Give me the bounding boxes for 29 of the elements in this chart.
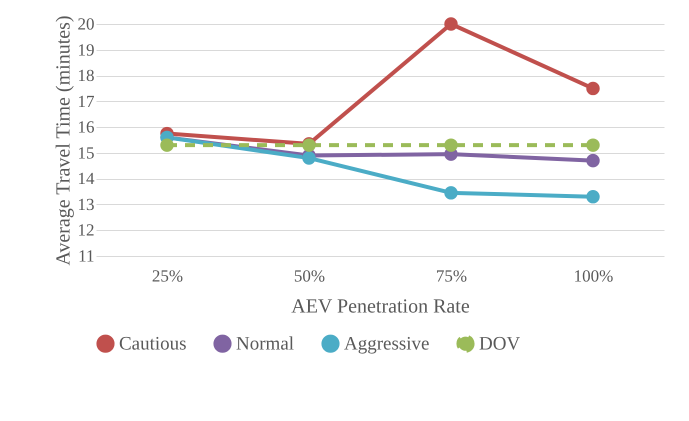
y-tick-label: 18 <box>78 66 94 86</box>
point <box>586 154 600 168</box>
y-tick-label: 13 <box>78 194 94 214</box>
point <box>444 186 458 200</box>
x-axis-title: AEV Penetration Rate <box>291 296 470 318</box>
point <box>586 138 600 152</box>
legend-label: DOV <box>479 334 520 355</box>
point <box>586 82 600 96</box>
x-tick-label: 50% <box>294 266 326 286</box>
y-tick-label: 20 <box>78 14 94 34</box>
y-tick-label: 16 <box>78 118 94 137</box>
point <box>444 17 458 31</box>
legend-label: Cautious <box>119 334 187 355</box>
x-tick-label: 75% <box>436 266 468 286</box>
legend-label: Normal <box>236 334 294 355</box>
y-tick-label: 17 <box>78 92 95 111</box>
x-tick-label: 25% <box>152 266 184 286</box>
point <box>586 190 600 204</box>
y-tick-label: 11 <box>78 246 94 266</box>
y-tick-label: 12 <box>78 220 94 240</box>
y-axis-title: Average Travel Time (minutes) <box>52 15 74 266</box>
legend-label: Aggressive <box>344 334 430 355</box>
point <box>160 138 174 152</box>
y-tick-label: 19 <box>78 40 94 60</box>
point <box>302 151 316 165</box>
x-tick-label: 100% <box>574 266 614 286</box>
y-tick-label: 14 <box>78 169 95 188</box>
y-tick-label: 15 <box>78 143 94 162</box>
point <box>444 138 458 152</box>
